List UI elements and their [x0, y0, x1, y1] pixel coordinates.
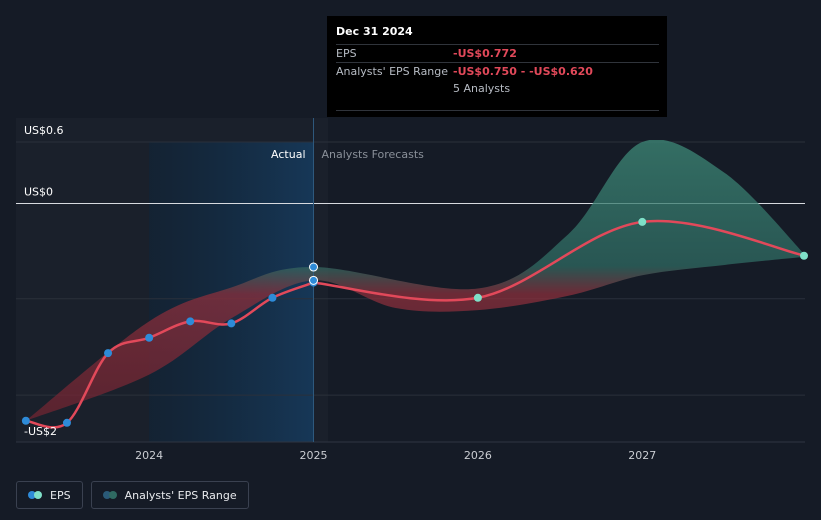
eps-actual-line — [25, 281, 314, 429]
forecast-label: Analysts Forecasts — [322, 148, 425, 161]
eps-forecast-point — [473, 293, 482, 302]
x-tick-label: 2027 — [628, 449, 656, 462]
tooltip-eps-row: EPS -US$0.772 — [336, 44, 659, 62]
eps-actual-point — [227, 319, 236, 328]
eps-forecast-point — [638, 217, 647, 226]
eps-actual-point — [268, 293, 277, 302]
legend: EPS Analysts' EPS Range — [16, 481, 249, 509]
eps-actual-point — [186, 317, 195, 326]
x-tick-label: 2026 — [464, 449, 492, 462]
tooltip-eps-value: -US$0.772 — [453, 47, 517, 60]
tooltip-range-value: -US$0.750 - -US$0.620 — [453, 65, 593, 78]
eps-range-band — [25, 140, 805, 421]
range-marker-point — [309, 262, 319, 272]
tooltip: Dec 31 2024 EPS -US$0.772 Analysts' EPS … — [327, 16, 667, 117]
legend-eps-button[interactable]: EPS — [16, 481, 83, 509]
tooltip-footer-divider — [336, 110, 659, 111]
tooltip-date: Dec 31 2024 — [336, 25, 413, 38]
tooltip-eps-label: EPS — [336, 47, 357, 60]
y-axis-label: US$0.6 — [24, 124, 64, 137]
eps-actual-point — [62, 418, 71, 427]
x-tick-label: 2024 — [135, 449, 163, 462]
eps-forecast-line — [313, 219, 806, 302]
eps-actual-point — [104, 349, 113, 358]
tooltip-analysts-row: 5 Analysts — [336, 80, 659, 97]
tooltip-analysts: 5 Analysts — [453, 82, 511, 95]
eps-forecast-point — [800, 251, 808, 260]
y-axis-label: US$0 — [24, 185, 53, 198]
range-legend-icon — [102, 491, 118, 499]
actual-label: Actual — [271, 148, 305, 161]
range-marker-point — [309, 275, 319, 285]
eps-legend-icon — [28, 491, 43, 499]
y-axis-label: -US$2 — [24, 425, 57, 438]
legend-eps-label: EPS — [50, 488, 71, 502]
eps-actual-point — [145, 333, 154, 342]
legend-range-button[interactable]: Analysts' EPS Range — [90, 481, 249, 509]
tooltip-range-row: Analysts' EPS Range -US$0.750 - -US$0.62… — [336, 62, 659, 80]
x-tick-label: 2025 — [300, 449, 328, 462]
eps-actual-point — [21, 416, 30, 425]
legend-range-label: Analysts' EPS Range — [124, 488, 237, 502]
tooltip-range-label: Analysts' EPS Range — [336, 65, 449, 78]
